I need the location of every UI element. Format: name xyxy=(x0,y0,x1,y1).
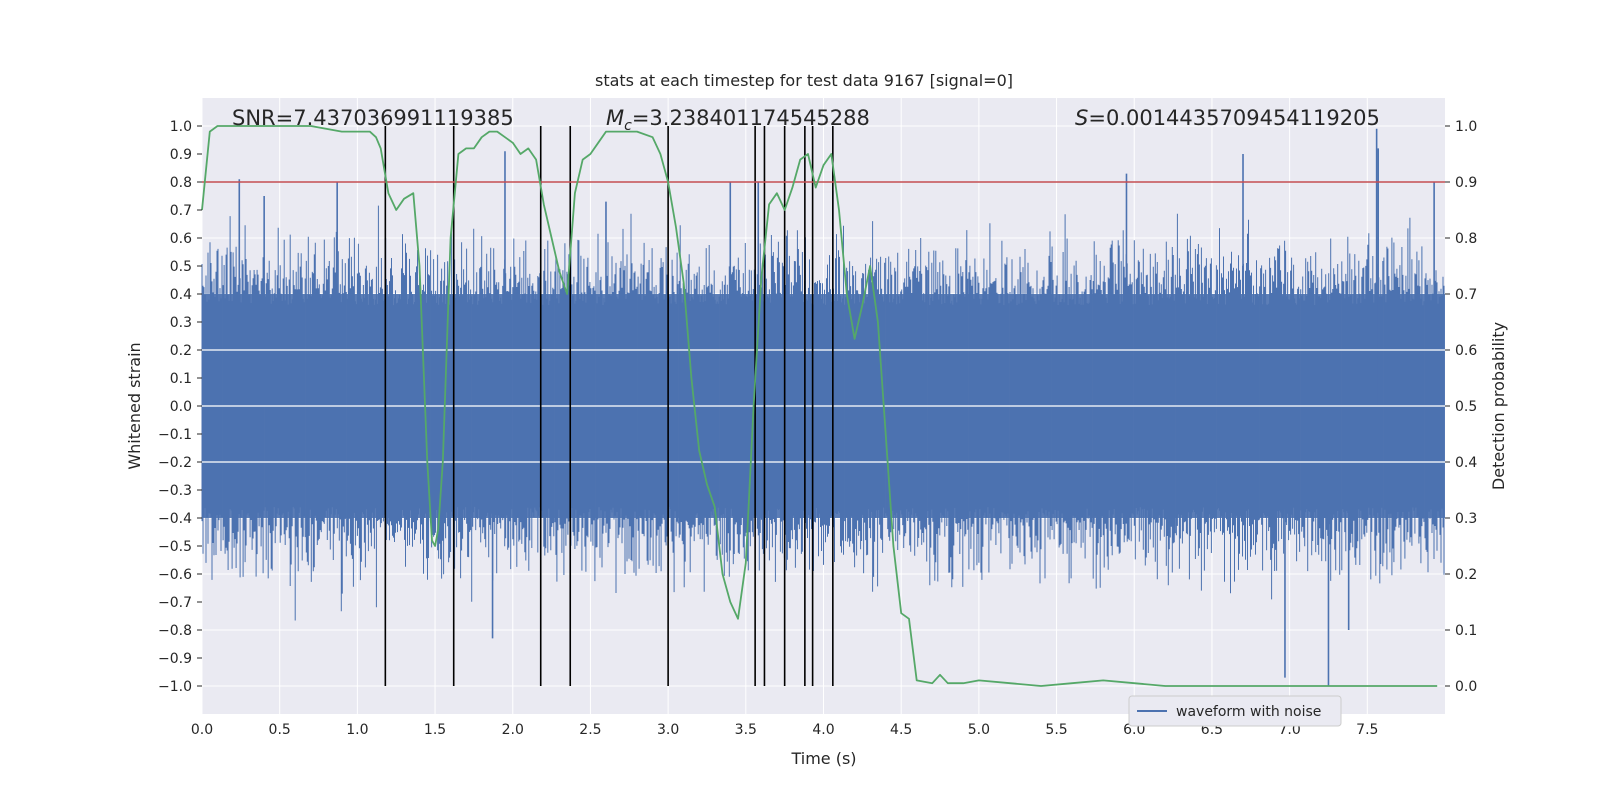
y-right-tick-label: 0.7 xyxy=(1455,287,1477,303)
vertical-markers xyxy=(384,126,834,686)
y-left-tick-label: −0.9 xyxy=(158,651,192,667)
y-left-tick-label: −0.8 xyxy=(158,623,192,639)
y-left-tick-label: 0.0 xyxy=(170,399,192,415)
s-annotation: S=0.0014435709454119205 xyxy=(1075,106,1380,130)
x-tick-label: 3.5 xyxy=(735,722,757,738)
y-left-tick-label: −0.4 xyxy=(158,511,192,527)
y-left-tick-label: 0.2 xyxy=(170,343,192,359)
y-left-tick-label: −0.7 xyxy=(158,595,192,611)
y-axis-label-right: Detection probability xyxy=(1489,322,1508,490)
x-tick-label: 1.5 xyxy=(424,722,446,738)
y-right-tick-label: 0.6 xyxy=(1455,343,1477,359)
y-right-tick-label: 0.2 xyxy=(1455,567,1477,583)
snr-annotation: SNR=7.437036991119385 xyxy=(232,106,514,130)
y-left-tick-label: −0.6 xyxy=(158,567,192,583)
legend-label-waveform: waveform with noise xyxy=(1176,704,1321,720)
y-left-tick-label: −0.1 xyxy=(158,427,192,443)
x-tick-label: 7.5 xyxy=(1356,722,1378,738)
x-tick-label: 4.5 xyxy=(890,722,912,738)
waveform-series xyxy=(201,128,1445,686)
y-right-tick-label: 0.3 xyxy=(1455,511,1477,527)
y-left-tick-label: −0.5 xyxy=(158,539,192,555)
y-left-tick-label: 0.6 xyxy=(170,231,192,247)
x-tick-label: 5.0 xyxy=(968,722,990,738)
x-tick-label: 5.5 xyxy=(1045,722,1067,738)
y-right-tick-label: 0.5 xyxy=(1455,399,1477,415)
mc-value: =3.238401174545288 xyxy=(632,106,870,130)
y-left-tick-label: 0.9 xyxy=(170,147,192,163)
mc-annotation: Mc=3.238401174545288 xyxy=(606,106,870,134)
y-left-tick-label: 0.8 xyxy=(170,175,192,191)
x-tick-label: 0.5 xyxy=(269,722,291,738)
probability-series xyxy=(201,125,1438,687)
y-right-tick-label: 0.9 xyxy=(1455,175,1477,191)
s-value: =0.0014435709454119205 xyxy=(1088,106,1380,130)
probability-line xyxy=(201,125,1438,687)
s-symbol: S xyxy=(1075,106,1088,130)
y-left-tick-label: 0.3 xyxy=(170,315,192,331)
x-tick-label: 3.0 xyxy=(657,722,679,738)
legend: waveform with noise xyxy=(1128,695,1342,727)
y-right-tick-label: 1.0 xyxy=(1455,119,1477,135)
y-left-tick-label: −0.3 xyxy=(158,483,192,499)
y-left-tick-label: 0.5 xyxy=(170,259,192,275)
x-tick-label: 2.0 xyxy=(502,722,524,738)
x-tick-label: 4.0 xyxy=(812,722,834,738)
y-left-tick-label: 0.4 xyxy=(170,287,192,303)
x-tick-label: 2.5 xyxy=(579,722,601,738)
y-left-tick-label: 0.7 xyxy=(170,203,192,219)
chart-title: stats at each timestep for test data 916… xyxy=(595,71,1013,90)
x-tick-label: 1.0 xyxy=(346,722,368,738)
axis-ticks: 0.0 0.5 1.0 1.5 2.0 2.5 3.0 3.5 4.0 4.5 5.0 5.5 6.0 6… xyxy=(158,119,1477,738)
mc-subscript: c xyxy=(624,118,632,134)
mc-symbol: M xyxy=(606,106,624,130)
x-axis-label: Time (s) xyxy=(790,749,856,768)
legend-frame xyxy=(1128,695,1342,727)
y-right-tick-label: 0.4 xyxy=(1455,455,1477,471)
y-left-tick-label: −0.2 xyxy=(158,455,192,471)
y-axis-label-left: Whitened strain xyxy=(125,342,144,469)
x-tick-label: 0.0 xyxy=(191,722,213,738)
y-right-tick-label: 0.0 xyxy=(1455,679,1477,695)
y-left-tick-label: −1.0 xyxy=(158,679,192,695)
y-right-tick-label: 0.1 xyxy=(1455,623,1477,639)
y-left-tick-label: 1.0 xyxy=(170,119,192,135)
y-left-tick-label: 0.1 xyxy=(170,371,192,387)
y-right-tick-label: 0.8 xyxy=(1455,231,1477,247)
